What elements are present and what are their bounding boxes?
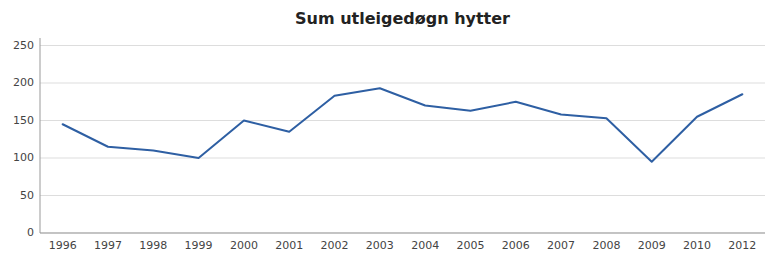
grid-line bbox=[40, 233, 765, 234]
y-tick-label: 0 bbox=[27, 226, 34, 239]
x-tick-label: 1996 bbox=[49, 239, 77, 252]
x-tick-label: 2001 bbox=[275, 239, 303, 252]
x-tick-label: 2004 bbox=[411, 239, 439, 252]
x-tick-label: 2010 bbox=[683, 239, 711, 252]
x-tick-label: 2003 bbox=[366, 239, 394, 252]
y-tick-label: 50 bbox=[20, 189, 34, 202]
grid-line bbox=[40, 45, 765, 46]
x-tick-label: 2002 bbox=[321, 239, 349, 252]
x-tick-label: 1999 bbox=[185, 239, 213, 252]
grid-line bbox=[40, 120, 765, 121]
chart-container: Sum utleigedøgn hytter 0 50 100 150 200 250 199… bbox=[0, 0, 779, 259]
y-axis-line bbox=[40, 38, 41, 233]
x-tick-label: 1998 bbox=[139, 239, 167, 252]
grid bbox=[40, 46, 765, 234]
x-tick-label: 2012 bbox=[728, 239, 756, 252]
grid-line bbox=[40, 195, 765, 196]
x-tick-label: 2000 bbox=[230, 239, 258, 252]
x-tick-label: 2005 bbox=[456, 239, 484, 252]
y-tick-label: 200 bbox=[13, 76, 34, 89]
data-line bbox=[63, 88, 743, 162]
x-tick-label: 2008 bbox=[592, 239, 620, 252]
y-tick-label: 150 bbox=[13, 114, 34, 127]
chart-title: Sum utleigedøgn hytter bbox=[295, 9, 510, 28]
x-tick-label: 2006 bbox=[502, 239, 530, 252]
grid-line bbox=[40, 83, 765, 84]
x-tick-label: 1997 bbox=[94, 239, 122, 252]
chart-svg: Sum utleigedøgn hytter 0 50 100 150 200 250 199… bbox=[0, 0, 779, 259]
y-tick-label: 100 bbox=[13, 151, 34, 164]
plot-area bbox=[63, 88, 743, 162]
x-tick-label: 2009 bbox=[638, 239, 666, 252]
y-tick-label: 250 bbox=[13, 39, 34, 52]
x-axis-line bbox=[40, 233, 765, 234]
x-tick-label: 2007 bbox=[547, 239, 575, 252]
